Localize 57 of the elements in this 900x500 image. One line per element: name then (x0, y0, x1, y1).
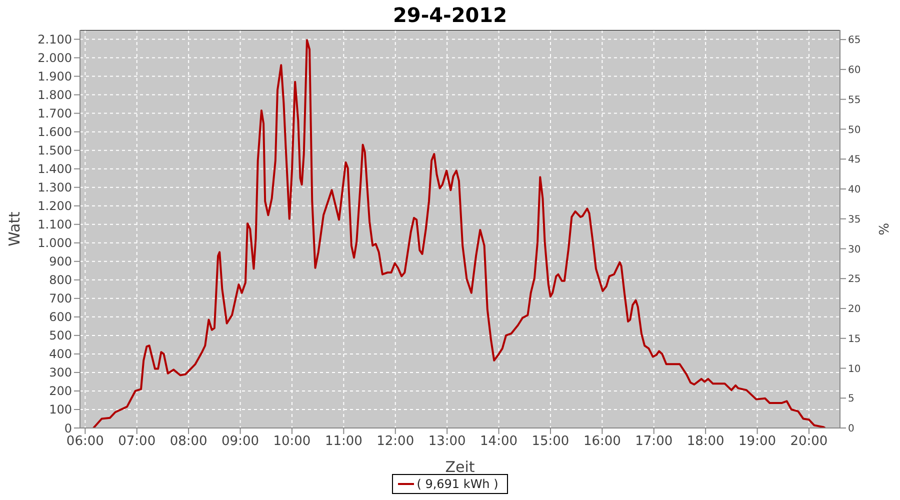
y-tick-label: 1.700 (38, 106, 72, 121)
x-tick-label: 07:00 (118, 434, 156, 450)
chart-title: 29-4-2012 (392, 2, 508, 29)
y2-tick-label: 0 (848, 424, 854, 435)
y-tick-label: 2.000 (38, 51, 72, 66)
y-tick-label: 400 (49, 347, 72, 362)
x-tick-label: 09:00 (222, 434, 260, 450)
x-tick-label: 12:00 (376, 434, 414, 450)
x-tick-label: 19:00 (738, 434, 776, 450)
x-tick-label: 16:00 (583, 434, 621, 450)
y2-tick-label: 15 (848, 334, 861, 345)
x-axis-title: Zeit (445, 458, 475, 476)
y2-tick-label: 55 (848, 94, 861, 106)
x-tick-label: 13:00 (428, 434, 466, 450)
legend-label: ( 9,691 kWh ) (416, 477, 498, 491)
y2-tick-label: 65 (848, 35, 861, 46)
y-tick-label: 200 (49, 384, 72, 398)
y-tick-label: 700 (49, 292, 72, 306)
y2-tick-label: 5 (848, 394, 854, 405)
y2-tick-label: 60 (848, 64, 861, 76)
y-tick-label: 100 (49, 402, 72, 417)
y2-tick-label: 30 (848, 244, 861, 256)
y-tick-label: 900 (49, 254, 72, 269)
y-axis-title: Watt (5, 211, 24, 246)
y-tick-label: 500 (49, 328, 72, 343)
y-tick-label: 1.500 (38, 144, 72, 158)
y2-tick-label: 45 (848, 154, 861, 166)
y2-tick-label: 40 (848, 184, 861, 196)
x-tick-label: 18:00 (686, 434, 724, 450)
y-tick-label: 600 (49, 310, 72, 324)
y-tick-label: 1.300 (38, 180, 72, 195)
y-tick-label: 1.800 (38, 88, 72, 102)
y2-tick-label: 10 (848, 364, 861, 375)
y-tick-label: 1.000 (38, 236, 72, 250)
x-tick-label: 15:00 (532, 434, 570, 450)
y-tick-label: 2.100 (38, 32, 72, 47)
x-tick-label: 06:00 (66, 434, 104, 450)
y-tick-label: 800 (49, 273, 72, 288)
x-tick-label: 14:00 (480, 434, 518, 450)
y-tick-label: 1.200 (38, 199, 72, 214)
y2-tick-label: 35 (848, 214, 861, 226)
x-tick-label: 20:00 (790, 434, 828, 450)
y2-tick-label: 50 (848, 124, 861, 136)
x-tick-label: 17:00 (635, 434, 673, 450)
y-tick-label: 1.900 (38, 70, 72, 84)
y-tick-label: 0 (64, 421, 72, 436)
y2-tick-label: 20 (848, 304, 861, 316)
y-tick-label: 1.600 (38, 125, 72, 140)
line-series (92, 39, 826, 428)
x-tick-label: 10:00 (273, 434, 311, 450)
y2-axis-title: % (878, 222, 893, 236)
y-tick-label: 1.400 (38, 162, 72, 176)
y-tick-label: 300 (49, 366, 72, 380)
y2-tick-label: 25 (848, 274, 861, 286)
x-tick-label: 11:00 (324, 434, 362, 450)
x-tick-label: 08:00 (170, 434, 208, 450)
y-tick-label: 1.100 (38, 218, 72, 232)
